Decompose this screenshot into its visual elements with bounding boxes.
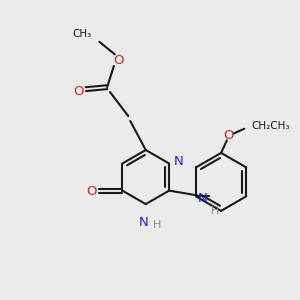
Text: N: N [198,192,208,205]
Text: H: H [152,220,161,230]
Text: O: O [113,54,124,67]
Text: H: H [211,206,219,216]
Text: N: N [174,155,184,168]
Text: O: O [73,85,83,98]
Text: CH₃: CH₃ [72,29,92,39]
Text: O: O [224,129,234,142]
Text: N: N [139,216,149,229]
Text: CH₂CH₃: CH₂CH₃ [251,121,290,131]
Text: O: O [86,185,97,198]
